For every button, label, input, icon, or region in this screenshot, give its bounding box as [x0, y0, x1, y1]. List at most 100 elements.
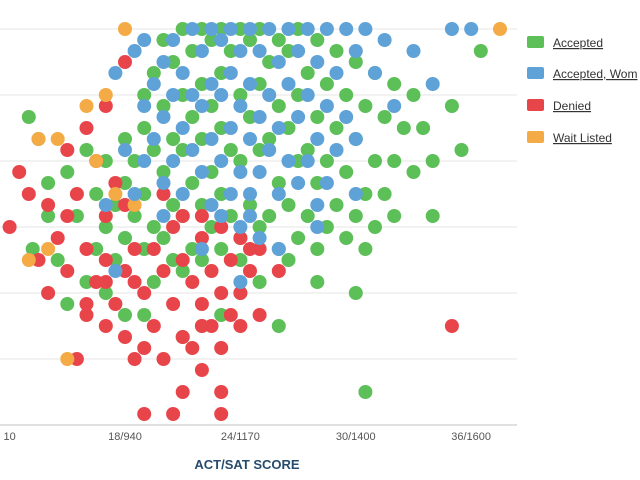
point-accepted_wom-9: [156, 55, 171, 69]
point-denied-60: [214, 385, 229, 399]
point-accepted_wom-50: [271, 55, 286, 69]
legend-item-wait-listed[interactable]: Wait Listed: [527, 131, 612, 145]
point-accepted-132: [454, 143, 469, 157]
point-denied-23: [118, 55, 132, 69]
point-accepted-50: [194, 132, 209, 146]
point-accepted-80: [262, 132, 277, 146]
point-accepted_wom-70: [339, 22, 354, 36]
point-denied-19: [98, 253, 113, 267]
point-accepted-96: [300, 143, 315, 157]
point-denied-42: [194, 231, 209, 245]
point-accepted_wom-40: [243, 77, 257, 91]
point-denied-4: [41, 198, 56, 212]
point-accepted-63: [223, 44, 238, 58]
legend-swatch-accepted-wom: [527, 67, 544, 79]
point-denied-18: [98, 209, 113, 223]
point-accepted-95: [300, 66, 315, 80]
point-accepted-99: [310, 110, 325, 124]
point-denied-41: [185, 341, 200, 355]
point-accepted_wom-48: [262, 88, 277, 102]
point-waitlisted-2: [41, 242, 56, 256]
point-accepted-105: [329, 44, 344, 58]
point-accepted-66: [233, 22, 248, 36]
point-denied-65: [194, 209, 209, 223]
point-accepted-89: [281, 198, 296, 212]
point-denied-68: [79, 308, 94, 322]
point-accepted_wom-17: [175, 187, 190, 201]
point-accepted-94: [291, 231, 306, 245]
point-denied-10: [69, 187, 84, 201]
legend-item-denied[interactable]: Denied: [527, 99, 591, 113]
point-accepted-82: [271, 33, 286, 47]
point-accepted-75: [252, 77, 267, 91]
point-accepted-60: [214, 121, 229, 135]
point-accepted-31: [156, 33, 171, 47]
point-accepted-15: [98, 286, 113, 300]
point-accepted_wom-54: [281, 77, 296, 91]
point-denied-51: [223, 253, 238, 267]
point-denied-7: [60, 143, 75, 157]
point-accepted_wom-64: [310, 198, 325, 212]
point-accepted-114: [358, 99, 373, 113]
point-accepted_wom-13: [166, 88, 181, 102]
point-waitlisted-7: [98, 88, 113, 102]
point-denied-30: [137, 341, 152, 355]
point-accepted_wom-59: [300, 22, 315, 36]
x-axis-title: ACT/SAT SCORE: [194, 457, 300, 472]
point-accepted_wom-45: [252, 165, 267, 179]
point-denied-62: [166, 407, 181, 421]
point-accepted-104: [319, 220, 334, 234]
point-accepted_wom-27: [204, 198, 219, 212]
point-denied-54: [233, 286, 248, 300]
point-accepted-100: [310, 176, 325, 190]
point-accepted-8: [69, 209, 84, 223]
point-accepted-54: [204, 33, 219, 47]
point-waitlisted-8: [108, 187, 123, 201]
point-denied-36: [166, 297, 181, 311]
point-accepted-111: [348, 55, 363, 69]
point-denied-56: [243, 264, 257, 278]
point-accepted-5: [50, 253, 65, 267]
point-accepted-43: [175, 264, 190, 278]
point-accepted_wom-12: [166, 33, 181, 47]
point-accepted_wom-8: [146, 132, 161, 146]
point-accepted_wom-76: [377, 33, 392, 47]
point-accepted-57: [204, 220, 219, 234]
point-accepted-49: [194, 77, 209, 91]
point-accepted-109: [339, 165, 354, 179]
point-accepted-56: [204, 165, 219, 179]
point-waitlisted-6: [89, 154, 104, 168]
x-tick-label-1: 18/940: [108, 431, 142, 443]
point-denied-38: [175, 330, 190, 344]
point-accepted-27: [146, 66, 161, 80]
point-accepted_wom-42: [243, 187, 257, 201]
point-accepted_wom-39: [243, 22, 257, 36]
point-accepted_wom-21: [194, 44, 209, 58]
point-accepted-127: [406, 165, 421, 179]
point-accepted_wom-38: [233, 220, 248, 234]
point-accepted-131: [444, 99, 459, 113]
point-accepted-55: [204, 99, 219, 113]
point-accepted-128: [416, 121, 431, 135]
point-denied-37: [175, 253, 190, 267]
point-accepted-47: [185, 242, 200, 256]
point-accepted_wom-2: [118, 143, 132, 157]
point-accepted-126: [406, 88, 421, 102]
point-accepted_wom-6: [137, 154, 152, 168]
point-accepted-92: [291, 88, 306, 102]
point-accepted-79: [262, 55, 277, 69]
point-accepted_wom-68: [329, 66, 344, 80]
point-denied-35: [166, 220, 181, 234]
point-accepted-135: [137, 308, 152, 322]
point-accepted_wom-75: [368, 66, 382, 80]
point-accepted_wom-84: [194, 242, 209, 256]
point-accepted_wom-74: [358, 22, 373, 36]
point-accepted-11: [89, 187, 104, 201]
point-denied-16: [89, 275, 104, 289]
legend-item-accepted-wom[interactable]: Accepted, Wom: [527, 67, 637, 81]
point-denied-57: [252, 242, 267, 256]
point-accepted-103: [319, 154, 334, 168]
legend-item-accepted[interactable]: Accepted: [527, 36, 603, 50]
point-accepted_wom-14: [166, 154, 181, 168]
point-denied-71: [243, 242, 257, 256]
